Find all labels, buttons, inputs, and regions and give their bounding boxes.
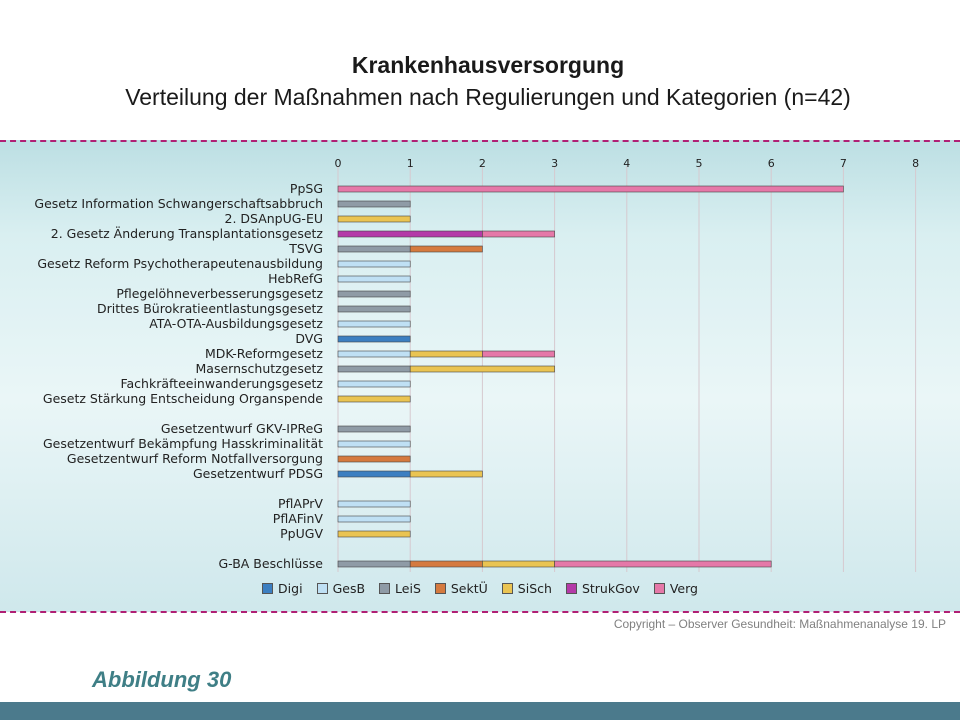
bar-segment bbox=[337, 245, 411, 253]
bar-segment bbox=[337, 395, 411, 403]
bottom-dashed-divider bbox=[0, 611, 960, 613]
bar-segment bbox=[482, 350, 555, 358]
category-label: TSVG bbox=[288, 241, 323, 256]
bar-segment bbox=[482, 230, 555, 238]
category-label: DVG bbox=[295, 331, 323, 346]
bar-segment bbox=[337, 380, 411, 388]
bar-segment bbox=[409, 245, 483, 253]
chart-legend: Digi GesB LeiS SektÜ SiSch StrukGov Verg bbox=[0, 581, 960, 596]
legend-item: GesB bbox=[316, 581, 366, 596]
x-tick-label: 4 bbox=[623, 157, 630, 170]
bar-segment bbox=[337, 185, 844, 193]
legend-swatch bbox=[316, 583, 328, 594]
bar-segment bbox=[337, 560, 411, 568]
legend-swatch bbox=[501, 583, 513, 594]
copyright-note: Copyright – Observer Gesundheit: Maßnahm… bbox=[613, 617, 946, 631]
category-label: Masernschutzgesetz bbox=[196, 361, 324, 376]
bar-segment bbox=[554, 560, 772, 568]
category-label: PflAPrV bbox=[278, 496, 323, 511]
category-label: Fachkräfteeinwanderungsgesetz bbox=[120, 376, 323, 391]
bar-segment bbox=[337, 440, 411, 448]
category-label: Gesetz Reform Psychotherapeutenausbildun… bbox=[37, 256, 323, 271]
category-label: Gesetz Information Schwangerschaftsabbru… bbox=[34, 196, 323, 211]
bar-segment bbox=[337, 230, 483, 238]
x-tick-label: 1 bbox=[407, 157, 414, 170]
x-tick-label: 0 bbox=[335, 157, 342, 170]
bar-segment bbox=[337, 515, 411, 523]
legend-label: SektÜ bbox=[450, 581, 488, 596]
bar-segment bbox=[409, 470, 483, 478]
legend-item: SiSch bbox=[501, 581, 552, 596]
bar-segment bbox=[337, 275, 411, 283]
legend-item: LeiS bbox=[379, 581, 421, 596]
bar-segment bbox=[409, 350, 483, 358]
x-tick-label: 2 bbox=[479, 157, 486, 170]
bar-segment bbox=[337, 530, 411, 538]
legend-item: Verg bbox=[653, 581, 698, 596]
legend-item: SektÜ bbox=[434, 581, 488, 596]
bar-segment bbox=[337, 500, 411, 508]
chart-title: Krankenhausversorgung bbox=[351, 52, 625, 78]
x-tick-label: 3 bbox=[551, 157, 558, 170]
legend-swatch bbox=[565, 583, 577, 594]
bar-segment bbox=[337, 455, 411, 463]
legend-label: LeiS bbox=[395, 581, 421, 596]
x-tick-label: 6 bbox=[768, 157, 775, 170]
bar-segment bbox=[337, 215, 411, 223]
bar-segment bbox=[337, 335, 411, 343]
bar-segment bbox=[337, 365, 411, 373]
legend-label: Digi bbox=[278, 581, 303, 596]
legend-item: StrukGov bbox=[565, 581, 640, 596]
category-label: PflAFinV bbox=[273, 511, 324, 526]
legend-swatch bbox=[379, 583, 391, 594]
legend-item: Digi bbox=[262, 581, 303, 596]
category-label: 2. DSAnpUG-EU bbox=[225, 211, 324, 226]
category-label: G-BA Beschlüsse bbox=[218, 556, 323, 571]
x-tick-label: 5 bbox=[696, 157, 703, 170]
bar-segment bbox=[337, 200, 411, 208]
bar-segment bbox=[337, 260, 411, 268]
legend-label: SiSch bbox=[517, 581, 552, 596]
category-label: Gesetzentwurf PDSG bbox=[193, 466, 323, 481]
bar-segment bbox=[409, 365, 555, 373]
bar-segment bbox=[482, 560, 555, 568]
x-tick-label: 7 bbox=[840, 157, 847, 170]
bar-segment bbox=[337, 305, 411, 313]
legend-swatch bbox=[653, 583, 665, 594]
category-label: Gesetzentwurf Bekämpfung Hasskriminalitä… bbox=[43, 436, 323, 451]
figure-label: Abbildung 30 bbox=[92, 667, 232, 692]
category-label: MDK-Reformgesetz bbox=[205, 346, 323, 361]
category-label: Gesetzentwurf Reform Notfallversorgung bbox=[67, 451, 323, 466]
category-label: Pflegelöhneverbesserungsgesetz bbox=[116, 286, 323, 301]
bar-segment bbox=[337, 425, 411, 433]
legend-swatch bbox=[434, 583, 446, 594]
category-label: ATA-OTA-Ausbildungsgesetz bbox=[149, 316, 323, 331]
bar-segment bbox=[409, 560, 483, 568]
category-label: PpSG bbox=[290, 181, 323, 196]
category-label: Drittes Bürokratieentlastungsgesetz bbox=[97, 301, 323, 316]
bar-segment bbox=[337, 290, 411, 298]
category-label: Gesetz Stärkung Entscheidung Organspende bbox=[43, 391, 323, 406]
category-label: 2. Gesetz Änderung Transplantationsgeset… bbox=[51, 226, 324, 241]
legend-label: Verg bbox=[669, 581, 698, 596]
top-dashed-divider bbox=[0, 140, 960, 142]
category-label: Gesetzentwurf GKV-IPReG bbox=[161, 421, 323, 436]
x-tick-label: 8 bbox=[912, 157, 919, 170]
chart-background-band bbox=[0, 140, 960, 612]
bar-segment bbox=[337, 350, 411, 358]
footer-bar bbox=[0, 702, 960, 720]
legend-label: GesB bbox=[332, 581, 366, 596]
legend-label: StrukGov bbox=[581, 581, 640, 596]
category-label: HebRefG bbox=[268, 271, 323, 286]
legend-swatch bbox=[262, 583, 274, 594]
bar-segment bbox=[337, 320, 411, 328]
category-label: PpUGV bbox=[280, 526, 323, 541]
chart-subtitle: Verteilung der Maßnahmen nach Regulierun… bbox=[125, 84, 851, 110]
bar-segment bbox=[337, 470, 411, 478]
